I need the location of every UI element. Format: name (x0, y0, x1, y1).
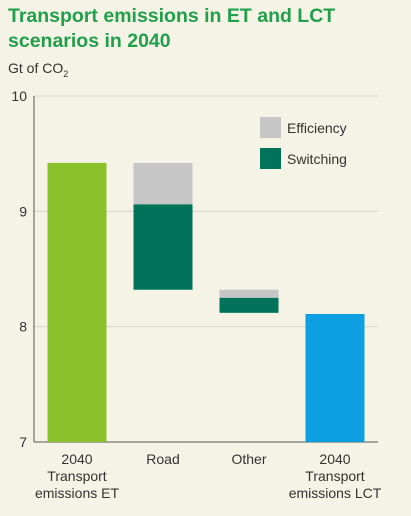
total-bar (305, 313, 365, 442)
y-tick-label: 7 (19, 434, 27, 450)
unit-label: Gt of CO2 (8, 60, 68, 79)
y-tick-label: 8 (19, 319, 27, 335)
switching-bar (133, 204, 193, 290)
unit-subscript: 2 (63, 68, 69, 79)
y-tick-label: 9 (19, 203, 27, 219)
legend-label-efficiency: Efficiency (287, 120, 347, 136)
category-label: Other (231, 451, 266, 467)
efficiency-bar (133, 162, 193, 205)
legend-swatch-efficiency (260, 117, 281, 138)
legend-swatch-switching (260, 148, 281, 169)
category-label: 2040 (61, 451, 92, 467)
category-label: Transport (47, 468, 107, 484)
efficiency-bar (219, 289, 279, 298)
category-label: emissions LCT (289, 485, 382, 501)
chart-title: Transport emissions in ET and LCT scenar… (8, 5, 336, 52)
total-bar (47, 162, 107, 443)
y-tick-label: 10 (11, 88, 27, 104)
category-label: 2040 (319, 451, 350, 467)
category-label: Road (146, 451, 179, 467)
switching-bar (219, 297, 279, 313)
category-label: Transport (305, 468, 365, 484)
category-label: emissions ET (35, 485, 119, 501)
unit-label-text: Gt of CO (8, 60, 64, 76)
legend-label-switching: Switching (287, 151, 347, 167)
